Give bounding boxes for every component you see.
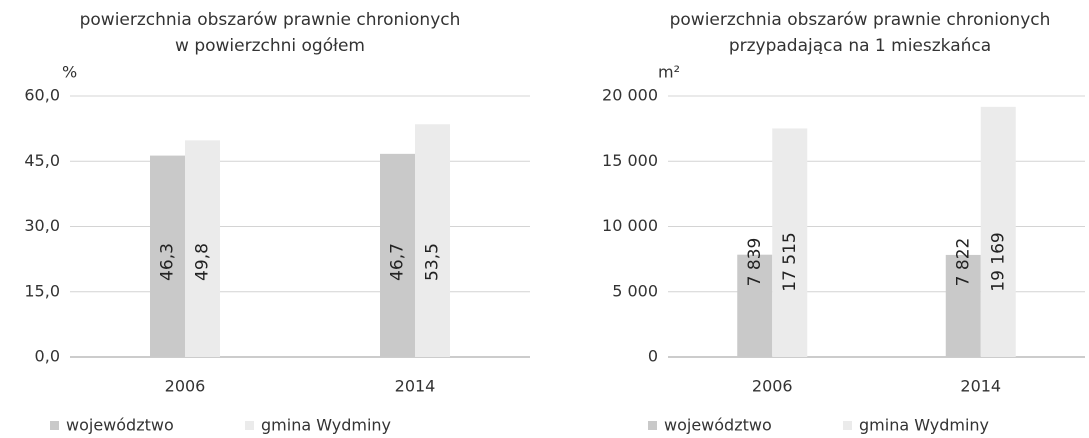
data-label: 17 515 xyxy=(780,232,800,291)
legend-label: województwo xyxy=(664,416,772,435)
chart-title: przypadająca na 1 mieszkańca xyxy=(729,36,991,56)
x-tick-label: 2014 xyxy=(960,377,1001,396)
data-label: 7 839 xyxy=(745,238,765,287)
legend-swatch xyxy=(50,421,59,430)
y-tick-label: 20 000 xyxy=(602,86,658,105)
legend-label: województwo xyxy=(66,416,174,435)
chart-title: powierzchnia obszarów prawnie chronionyc… xyxy=(670,10,1051,30)
data-label: 46,7 xyxy=(388,243,408,281)
bar xyxy=(415,124,450,358)
bar xyxy=(772,128,808,357)
y-tick-label: 5 000 xyxy=(612,281,658,300)
y-tick-label: 45,0 xyxy=(24,151,60,170)
legend-swatch xyxy=(648,421,657,430)
bar xyxy=(737,254,773,357)
y-tick-label: 30,0 xyxy=(24,216,60,235)
y-tick-label: 60,0 xyxy=(24,86,60,105)
y-tick-label: 15,0 xyxy=(24,281,60,300)
legend-label: gmina Wydminy xyxy=(261,416,391,435)
chart-title: powierzchnia obszarów prawnie chronionyc… xyxy=(80,10,461,30)
chart-title: w powierzchni ogółem xyxy=(175,36,365,56)
data-label: 53,5 xyxy=(423,243,443,281)
data-label: 19 169 xyxy=(988,232,1008,291)
bar xyxy=(380,153,415,357)
data-label: 7 822 xyxy=(953,238,973,287)
data-label: 49,8 xyxy=(193,243,213,281)
y-axis-unit: % xyxy=(62,63,77,82)
legend-swatch xyxy=(843,421,852,430)
x-tick-label: 2006 xyxy=(752,377,793,396)
y-tick-label: 0,0 xyxy=(35,347,60,366)
y-axis-unit: m² xyxy=(658,63,680,82)
y-tick-label: 15 000 xyxy=(602,151,658,170)
bar xyxy=(185,140,220,357)
x-tick-label: 2006 xyxy=(165,377,206,396)
bar xyxy=(980,106,1016,358)
bar xyxy=(150,155,185,357)
y-tick-label: 0 xyxy=(648,347,658,366)
legend-swatch xyxy=(245,421,254,430)
y-tick-label: 10 000 xyxy=(602,216,658,235)
legend-label: gmina Wydminy xyxy=(859,416,989,435)
x-tick-label: 2014 xyxy=(395,377,436,396)
data-label: 46,3 xyxy=(158,243,178,281)
bar xyxy=(945,254,981,357)
